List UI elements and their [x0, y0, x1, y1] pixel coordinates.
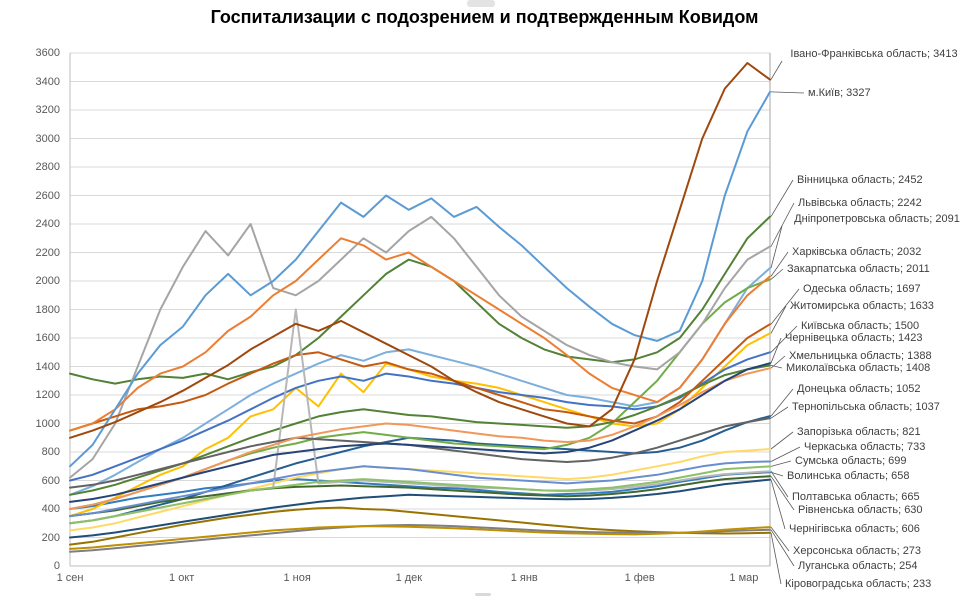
series-data-label: Івано-Франківська область; 3413 [790, 48, 958, 60]
label-connector [770, 325, 798, 353]
series-data-label: Луганська область; 254 [798, 560, 918, 572]
y-axis-tick-label: 1200 [35, 389, 60, 401]
x-axis-tick-label: 1 янв [510, 572, 538, 584]
series-data-label: Тернопільська область; 1037 [792, 401, 940, 413]
label-connector [770, 529, 795, 567]
series-line [69, 362, 771, 503]
series-data-label: Полтавська область; 665 [792, 491, 920, 503]
x-axis-tick-label: 1 фев [624, 572, 655, 584]
series-line [69, 364, 771, 496]
y-axis-tick-label: 2200 [35, 246, 60, 259]
series-data-label: Одеська область; 1697 [803, 283, 921, 295]
series-line [69, 471, 771, 510]
label-connector [770, 406, 789, 419]
x-axis-tick-label: 1 окт [169, 572, 195, 584]
x-axis-tick-label: 1 мар [729, 572, 759, 584]
series-line [69, 267, 771, 496]
chart-title: Госпитализации с подозрением и подтвержд… [210, 7, 759, 27]
label-connector [770, 202, 795, 247]
series-line [69, 215, 771, 479]
x-axis-tick-label: 1 дек [395, 572, 423, 584]
series-data-label: Кіровоградська область; 233 [785, 578, 932, 590]
series-line [69, 524, 771, 553]
label-connector [770, 251, 789, 277]
label-connector [770, 365, 783, 369]
series-data-label: Херсонська область; 273 [793, 545, 922, 557]
series-line [69, 237, 771, 432]
series-line [69, 475, 771, 518]
label-connector [770, 388, 794, 417]
y-axis-tick-label: 600 [41, 474, 60, 487]
series-data-label: Львівська область; 2242 [798, 197, 922, 209]
label-connector [770, 225, 783, 269]
series-line [69, 525, 771, 550]
label-connector [770, 179, 794, 217]
label-connector [770, 60, 783, 80]
series-line [69, 506, 771, 546]
x-axis-tick-label: 1 ноя [283, 572, 311, 584]
series-data-label: Чернівецька область; 1423 [785, 332, 923, 344]
y-axis-tick-label: 3600 [35, 47, 60, 59]
y-axis-tick-label: 1600 [35, 332, 60, 344]
y-axis-tick-label: 0 [53, 560, 60, 572]
label-connector [770, 460, 792, 467]
series-line [69, 90, 771, 468]
series-line [69, 448, 771, 532]
y-axis-tick-label: 3400 [35, 75, 60, 88]
series-line [69, 215, 771, 385]
label-connector [770, 532, 782, 585]
screenshot-artifact-bottom [475, 593, 491, 596]
label-connector [770, 446, 801, 462]
y-axis-tick-label: 2800 [35, 161, 60, 173]
series-data-label: Вінницька область; 2452 [797, 174, 923, 186]
y-axis-tick-label: 3000 [35, 132, 60, 145]
y-axis-tick-label: 3200 [35, 104, 60, 116]
series-line [69, 62, 771, 439]
y-axis-tick-label: 1000 [35, 417, 60, 430]
label-connector [770, 337, 782, 364]
label-connector [770, 479, 786, 530]
series-line [69, 465, 771, 525]
y-axis-tick-label: 1800 [35, 303, 60, 316]
series-data-label: Запорізька область; 821 [797, 426, 921, 438]
y-axis-tick-label: 800 [41, 446, 60, 458]
x-axis-tick-label: 1 сен [56, 572, 84, 584]
label-connector [770, 526, 790, 552]
y-axis-tick-label: 400 [41, 503, 60, 515]
series-data-label: Чернігівська область; 606 [789, 523, 920, 535]
series-data-label: Дніпропетровська область; 2091 [794, 213, 960, 225]
series-data-label: Рівненська область; 630 [798, 504, 923, 516]
series-line [69, 478, 771, 539]
y-axis-tick-label: 200 [41, 531, 60, 544]
series-data-label: Хмельницька область; 1388 [789, 350, 932, 362]
y-axis-tick-label: 1400 [35, 360, 60, 373]
series-line [69, 460, 771, 518]
series-data-label: Київська область; 1500 [801, 320, 920, 332]
label-connector [770, 471, 784, 477]
series-data-label: Сумська область; 699 [795, 455, 907, 467]
series-data-label: Харківська область; 2032 [792, 246, 922, 258]
series-data-label: м.Київ; 3327 [808, 87, 871, 99]
series-data-label: Черкаська область; 733 [804, 441, 926, 453]
series-data-label: Миколаївська область; 1408 [786, 362, 931, 374]
label-connector [770, 470, 789, 498]
y-axis-tick-label: 2000 [35, 275, 60, 287]
screenshot-artifact-top [467, 0, 495, 7]
label-connector [770, 475, 795, 511]
series-data-label: Волинська область; 658 [787, 470, 910, 482]
series-line [69, 417, 771, 489]
label-connector [770, 268, 784, 280]
label-connector [770, 91, 805, 94]
y-axis-tick-label: 2400 [35, 218, 60, 230]
label-connector [770, 305, 787, 334]
y-axis-tick-label: 2600 [35, 189, 60, 202]
label-connector [770, 288, 800, 325]
series-data-label: Закарпатська область; 2011 [787, 263, 930, 275]
series-data-label: Житомирська область; 1633 [790, 300, 934, 312]
label-connector [770, 431, 794, 450]
series-data-label: Донецька область; 1052 [797, 383, 921, 395]
